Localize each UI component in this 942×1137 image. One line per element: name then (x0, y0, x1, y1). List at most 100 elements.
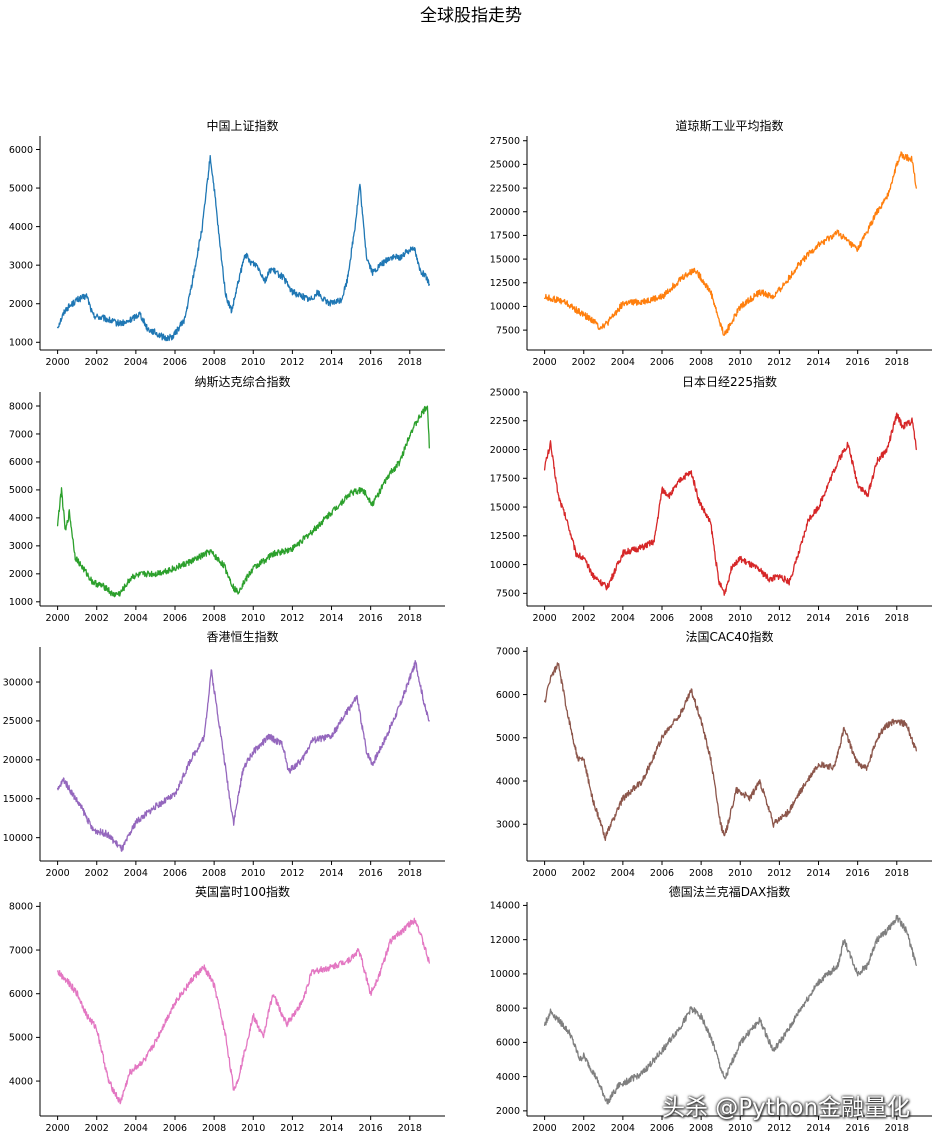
subplot-2: 道琼斯工业平均指数 2000 2002 2004 2006 2008 2010 2012 201… (490, 118, 932, 368)
x-tick-label: 2012 (280, 868, 304, 879)
x-tick-label: 2014 (319, 613, 343, 624)
x-tick-label: 2008 (202, 1123, 226, 1134)
series-line (543, 914, 917, 1105)
y-tick-label: 20000 (490, 445, 520, 456)
x-tick-label: 2002 (85, 357, 109, 368)
y-tick-label: 20000 (490, 207, 520, 218)
subplot-title: 英国富时100指数 (195, 884, 290, 899)
y-tick-label: 30000 (3, 677, 33, 688)
x-tick-label: 2006 (650, 1123, 674, 1134)
x-tick-label: 2002 (572, 1123, 596, 1134)
x-tick-label: 2002 (85, 1123, 109, 1134)
y-tick-label: 4000 (9, 222, 33, 233)
y-tick-label: 3000 (9, 541, 33, 552)
y-tick-label: 3000 (496, 820, 520, 831)
series-line (56, 154, 430, 342)
y-tick-label: 7500 (496, 325, 520, 336)
x-tick-label: 2014 (806, 357, 830, 368)
y-tick-label: 5000 (9, 183, 33, 194)
series-line (56, 917, 430, 1105)
x-tick-label: 2000 (46, 1123, 70, 1134)
y-tick-label: 4000 (9, 1076, 33, 1087)
x-tick-label: 2006 (163, 868, 187, 879)
x-tick-label: 2012 (767, 357, 791, 368)
subplot-5: 香港恒生指数 2000 2002 2004 2006 2008 2010 2012 2014 20… (3, 629, 445, 879)
figure-title: 全球股指走势 (420, 6, 522, 26)
y-tick-label: 1000 (9, 597, 33, 608)
y-tick-label: 12500 (490, 278, 520, 289)
y-tick-label: 5000 (9, 1033, 33, 1044)
subplot-title: 道琼斯工业平均指数 (675, 118, 783, 133)
x-tick-label: 2014 (806, 1123, 830, 1134)
y-tick-label: 10000 (490, 302, 520, 313)
x-tick-label: 2010 (241, 357, 265, 368)
y-tick-label: 27500 (490, 136, 520, 147)
x-tick-label: 2004 (611, 613, 635, 624)
y-tick-label: 2000 (9, 299, 33, 310)
y-tick-label: 6000 (496, 690, 520, 701)
x-tick-label: 2014 (806, 613, 830, 624)
y-tick-label: 15000 (490, 502, 520, 513)
x-tick-label: 2010 (241, 868, 265, 879)
x-tick-label: 2008 (689, 613, 713, 624)
x-tick-label: 2004 (611, 868, 635, 879)
x-tick-label: 2018 (398, 868, 422, 879)
y-tick-label: 1000 (9, 338, 33, 349)
x-tick-label: 2018 (885, 613, 909, 624)
subplot-title: 纳斯达克综合指数 (194, 374, 290, 389)
x-tick-label: 2006 (163, 613, 187, 624)
y-tick-label: 6000 (496, 1038, 520, 1049)
subplot-6: 法国CAC40指数 2000 2002 2004 2006 2008 2010 2012 201… (496, 629, 932, 879)
y-tick-label: 17500 (490, 474, 520, 485)
x-tick-label: 2004 (611, 357, 635, 368)
watermark: 头杀 @Python金融量化 (662, 1095, 911, 1121)
y-tick-label: 7000 (9, 945, 33, 956)
x-tick-label: 2006 (650, 868, 674, 879)
y-tick-label: 5000 (496, 733, 520, 744)
x-tick-label: 2012 (280, 1123, 304, 1134)
x-tick-label: 2008 (689, 868, 713, 879)
x-tick-label: 2014 (319, 1123, 343, 1134)
y-tick-label: 4000 (496, 776, 520, 787)
x-tick-label: 2004 (124, 1123, 148, 1134)
x-tick-label: 2016 (846, 357, 870, 368)
x-tick-label: 2004 (124, 613, 148, 624)
y-tick-label: 7000 (9, 429, 33, 440)
x-tick-label: 2000 (533, 613, 557, 624)
x-tick-label: 2000 (533, 357, 557, 368)
y-tick-label: 25000 (3, 716, 33, 727)
y-tick-label: 10000 (490, 560, 520, 571)
subplot-title: 香港恒生指数 (206, 629, 278, 644)
x-tick-label: 2012 (280, 357, 304, 368)
y-tick-label: 25000 (490, 387, 520, 398)
x-tick-label: 2018 (398, 357, 422, 368)
x-tick-label: 2004 (124, 868, 148, 879)
y-tick-label: 12000 (490, 935, 520, 946)
x-tick-label: 2016 (846, 868, 870, 879)
x-tick-label: 2002 (572, 613, 596, 624)
y-tick-label: 4000 (496, 1072, 520, 1083)
x-tick-label: 2018 (885, 1123, 909, 1134)
y-tick-label: 10000 (490, 969, 520, 980)
x-tick-label: 2000 (533, 1123, 557, 1134)
y-tick-label: 8000 (496, 1003, 520, 1014)
y-tick-label: 25000 (490, 160, 520, 171)
subplot-title: 德国法兰克福DAX指数 (669, 884, 790, 899)
x-tick-label: 2010 (728, 613, 752, 624)
y-tick-label: 14000 (490, 901, 520, 912)
x-tick-label: 2012 (767, 613, 791, 624)
x-tick-label: 2018 (398, 613, 422, 624)
x-tick-label: 2012 (767, 868, 791, 879)
x-tick-label: 2000 (46, 357, 70, 368)
x-tick-label: 2004 (124, 357, 148, 368)
x-tick-label: 2006 (650, 357, 674, 368)
x-tick-label: 2002 (572, 357, 596, 368)
subplot-1: 中国上证指数 2000 2002 2004 2006 2008 2010 2012 2014 20… (9, 118, 445, 368)
x-tick-label: 2016 (846, 613, 870, 624)
y-tick-label: 6000 (9, 145, 33, 156)
x-tick-label: 2016 (359, 613, 383, 624)
subplot-7: 英国富时100指数 2000 2002 2004 2006 2008 2010 2012 201… (9, 884, 445, 1134)
x-tick-label: 2004 (611, 1123, 635, 1134)
x-tick-label: 2008 (689, 357, 713, 368)
series-line (543, 412, 917, 596)
